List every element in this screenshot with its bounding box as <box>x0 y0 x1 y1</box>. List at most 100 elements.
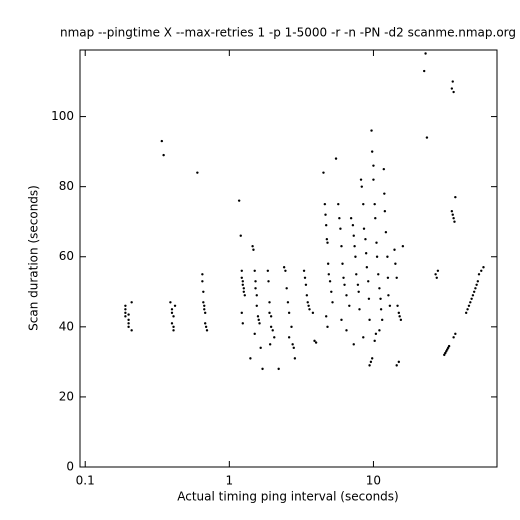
point <box>452 90 455 94</box>
point <box>386 276 390 279</box>
point <box>362 202 365 206</box>
point <box>370 357 374 360</box>
point <box>306 301 309 304</box>
point <box>450 87 454 90</box>
point <box>287 311 291 315</box>
point <box>311 311 315 315</box>
x-tick-label: 10 <box>366 474 381 488</box>
point <box>314 341 318 344</box>
point <box>240 276 243 279</box>
point <box>357 290 360 293</box>
point <box>338 217 341 220</box>
y-tick-label: 60 <box>59 249 74 263</box>
point <box>354 255 357 258</box>
point <box>352 343 355 346</box>
point <box>364 252 368 255</box>
point <box>359 178 363 181</box>
point <box>170 322 174 325</box>
point <box>323 202 327 206</box>
point <box>241 280 244 283</box>
point <box>340 245 343 248</box>
point <box>203 308 206 311</box>
point <box>369 360 373 364</box>
point <box>368 364 371 367</box>
point <box>378 329 381 332</box>
point <box>261 367 264 371</box>
x-axis-label: Actual timing ping interval (seconds) <box>177 490 398 504</box>
point <box>286 301 290 304</box>
point <box>446 348 449 351</box>
point <box>241 283 244 286</box>
point <box>326 262 330 265</box>
point <box>477 273 481 276</box>
x-tick-label: 1 <box>226 474 234 488</box>
point <box>434 273 437 276</box>
point <box>425 136 429 139</box>
point <box>471 294 475 297</box>
point <box>127 318 130 322</box>
point <box>202 301 205 304</box>
point <box>351 224 355 227</box>
point <box>374 332 378 336</box>
point <box>324 315 328 318</box>
y-tick-label: 40 <box>59 319 74 333</box>
point <box>285 287 288 290</box>
x-tick-label: 0.1 <box>76 474 95 488</box>
point <box>353 245 356 248</box>
point <box>384 231 388 234</box>
point <box>375 255 379 258</box>
point <box>397 360 401 364</box>
point <box>386 255 389 258</box>
point <box>249 357 252 360</box>
point <box>372 178 375 181</box>
point <box>447 344 451 348</box>
point <box>201 273 204 276</box>
point <box>237 199 241 202</box>
point <box>435 276 438 279</box>
point <box>341 262 344 265</box>
point <box>451 213 454 216</box>
point <box>373 339 376 343</box>
point <box>331 301 334 304</box>
point <box>293 357 297 360</box>
point <box>470 297 473 300</box>
point <box>287 336 291 339</box>
point <box>349 217 353 220</box>
point <box>172 325 175 329</box>
point <box>358 308 361 311</box>
point <box>302 269 306 272</box>
point <box>364 238 367 241</box>
point <box>469 301 472 304</box>
point <box>255 294 258 297</box>
point <box>290 325 293 329</box>
point <box>127 313 130 316</box>
point <box>124 304 127 308</box>
point <box>273 336 276 339</box>
point <box>352 234 355 237</box>
point <box>241 322 244 325</box>
point <box>292 346 295 350</box>
point <box>444 351 447 355</box>
point <box>256 315 260 318</box>
point <box>472 290 476 293</box>
point <box>423 69 426 73</box>
point <box>252 248 255 251</box>
point <box>393 248 396 251</box>
point <box>170 311 174 315</box>
point <box>124 315 127 318</box>
point <box>378 287 381 290</box>
point <box>303 276 307 279</box>
point <box>365 266 369 269</box>
point <box>282 266 286 269</box>
point <box>130 329 133 332</box>
point <box>375 241 378 244</box>
point <box>368 318 371 322</box>
chart-title: nmap --pingtime X --max-retries 1 -p 1-5… <box>60 26 516 40</box>
point <box>342 276 345 279</box>
point <box>345 329 348 332</box>
point <box>162 153 165 157</box>
point <box>339 227 342 230</box>
point <box>203 322 207 325</box>
point <box>380 318 384 322</box>
point <box>203 304 206 308</box>
